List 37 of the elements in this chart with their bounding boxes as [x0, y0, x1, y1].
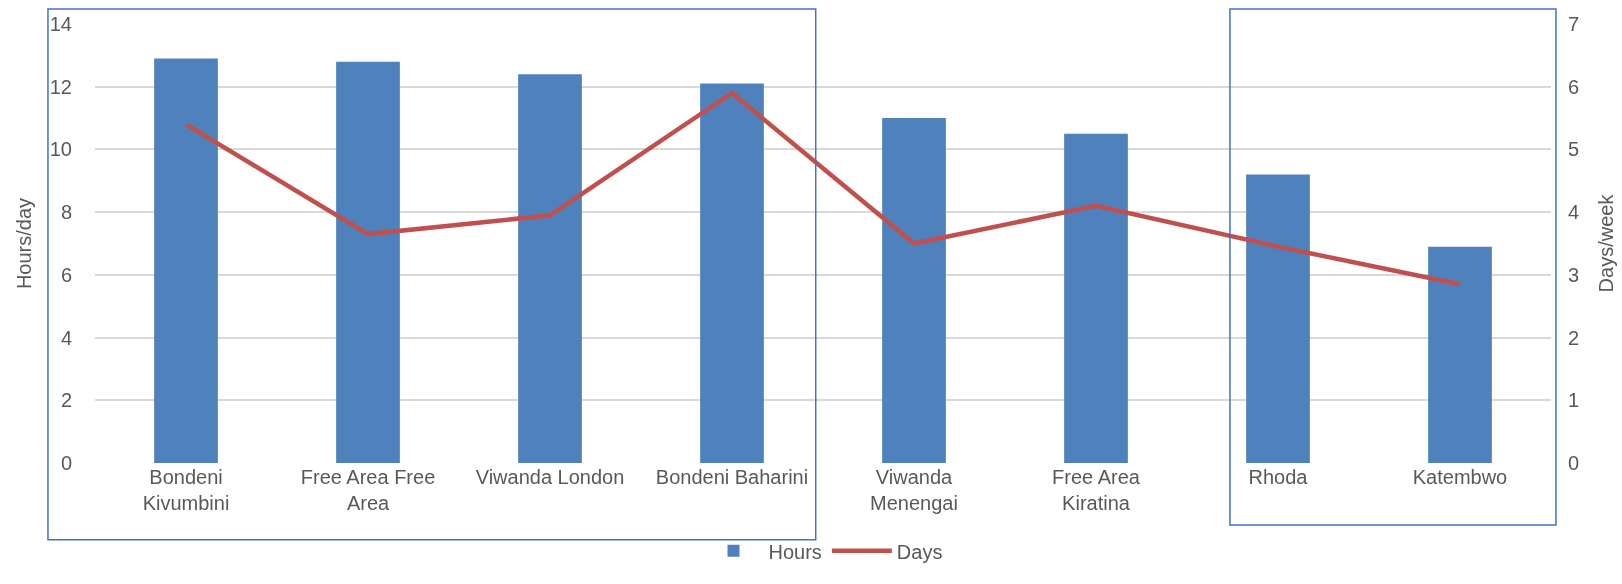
- x-tick-label: Viwanda London: [475, 466, 625, 488]
- x-tick-label: Rhoda: [1248, 466, 1309, 488]
- y-tick-label: 6: [60, 263, 72, 286]
- x-tick-label: Free Area Free Area: [300, 466, 436, 514]
- y-tick-label: 0: [60, 452, 72, 474]
- y-axis-title: Hours/day: [13, 197, 36, 290]
- y2-tick-label: 0: [1568, 452, 1580, 474]
- y2-tick-label: 1: [1568, 389, 1580, 412]
- y-tick-label: 2: [60, 389, 72, 412]
- y-tick-label: 12: [49, 75, 72, 98]
- bar: [1246, 174, 1310, 463]
- y-tick-label: 4: [60, 326, 72, 349]
- bar: [154, 58, 218, 463]
- bar: [336, 61, 400, 463]
- bar: [882, 118, 946, 463]
- y-tick-label: 14: [49, 13, 72, 35]
- x-tick-label: Viwanda Menengai: [870, 466, 958, 514]
- bar: [1064, 133, 1128, 463]
- y-tick-label: 8: [60, 201, 72, 224]
- y2-tick-label: 7: [1568, 13, 1580, 35]
- bar: [1428, 246, 1492, 463]
- x-tick-label: Katembwo: [1412, 466, 1508, 488]
- y2-tick-label: 4: [1568, 201, 1580, 224]
- y2-tick-label: 3: [1568, 263, 1580, 286]
- y2-tick-label: 6: [1568, 75, 1580, 98]
- x-tick-label: Free Area Kiratina: [1052, 466, 1141, 514]
- y2-axis-title: Days/week: [1594, 193, 1617, 293]
- y2-tick-label: 5: [1568, 138, 1580, 161]
- bar: [700, 83, 764, 463]
- legend-label: Days: [896, 540, 943, 563]
- x-tick-label: Bondeni Baharini: [655, 466, 809, 488]
- legend-label: Hours: [768, 540, 822, 563]
- line-series: [183, 90, 1463, 287]
- y2-tick-label: 2: [1568, 326, 1580, 349]
- bar: [518, 74, 582, 463]
- x-tick-label: Bondeni Kivumbini: [142, 466, 230, 514]
- y-tick-label: 10: [49, 138, 72, 161]
